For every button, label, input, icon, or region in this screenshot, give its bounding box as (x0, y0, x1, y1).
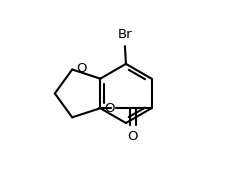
Text: Br: Br (118, 28, 132, 41)
Text: O: O (76, 62, 87, 75)
Text: O: O (105, 102, 115, 115)
Text: O: O (128, 130, 138, 143)
